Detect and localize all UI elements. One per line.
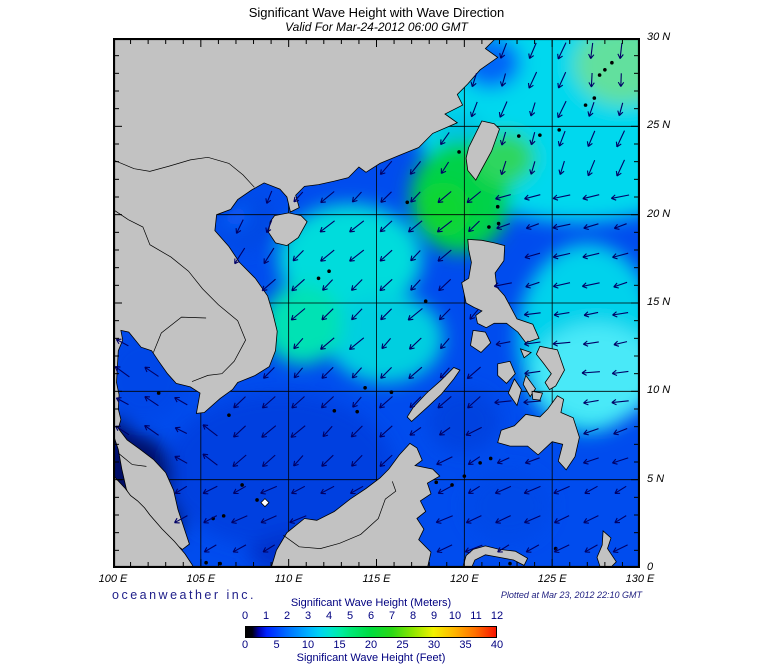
small-island — [597, 73, 602, 77]
feet-tick-label: 35 — [459, 639, 472, 651]
feet-tick-label: 20 — [364, 639, 378, 651]
small-island — [156, 391, 161, 395]
meters-tick-label: 0 — [241, 610, 249, 622]
small-island — [363, 386, 367, 390]
meters-tick-label: 5 — [346, 610, 354, 622]
small-island — [592, 96, 597, 100]
chart-title: Significant Wave Height with Wave Direct… — [248, 5, 505, 20]
latitude-tick-label: 0 — [647, 561, 654, 573]
meters-tick-label: 3 — [304, 610, 312, 622]
latitude-tick-label: 5 N — [647, 472, 665, 485]
meters-tick-label: 7 — [388, 610, 396, 622]
small-island — [218, 561, 222, 566]
small-island — [538, 133, 542, 137]
meters-tick-label: 1 — [262, 610, 270, 622]
longitude-tick-label: 120 E — [449, 573, 479, 585]
small-island — [434, 480, 439, 485]
small-island — [488, 456, 493, 461]
small-island — [255, 498, 259, 502]
feet-tick-label: 0 — [241, 639, 249, 651]
small-island — [450, 483, 454, 487]
meters-tick-label: 8 — [409, 610, 417, 622]
small-island — [221, 514, 226, 518]
small-island — [603, 68, 607, 72]
feet-tick-label: 10 — [301, 639, 315, 651]
small-island — [462, 474, 467, 478]
country-border — [283, 481, 397, 549]
latitude-tick-label: 30 N — [647, 31, 671, 43]
small-island — [405, 200, 410, 205]
small-island — [478, 461, 482, 465]
map-frame — [112, 37, 641, 569]
longitude-tick-label: 105 E — [186, 573, 216, 585]
oceanweather-brand-text: oceanweather inc. — [112, 588, 256, 602]
longitude-tick-label: 115 E — [362, 573, 391, 585]
wave-map — [112, 37, 641, 569]
country-border — [113, 156, 255, 188]
feet-tick-label: 40 — [490, 639, 504, 651]
country-border — [113, 209, 246, 382]
legend-title-meters: Significant Wave Height (Meters) — [290, 597, 452, 609]
latitude-tick-label: 20 N — [647, 207, 671, 220]
latitude-tick-label: 15 N — [647, 296, 671, 308]
small-island — [327, 269, 331, 273]
latitude-tick-label: 10 N — [647, 384, 671, 397]
diamond-marker — [260, 498, 270, 508]
colorbar-gradient — [245, 626, 497, 638]
longitude-tick-label: 125 E — [537, 573, 567, 585]
meters-tick-label: 6 — [367, 610, 375, 622]
feet-tick-label: 30 — [427, 639, 441, 651]
small-island — [495, 204, 500, 209]
small-island — [240, 483, 244, 487]
small-island — [583, 103, 588, 107]
wave-direction-arrows — [114, 42, 630, 554]
meters-tick-label: 9 — [430, 610, 438, 622]
landmass — [113, 38, 617, 568]
meters-tick-label: 4 — [325, 610, 333, 622]
feet-tick-label: 25 — [396, 639, 409, 651]
small-island — [204, 560, 208, 565]
meters-tick-label: 10 — [448, 610, 462, 622]
small-island — [355, 409, 359, 414]
longitude-tick-label: 130 E — [625, 573, 655, 585]
meters-tick-label: 11 — [470, 610, 482, 622]
map-plot-area — [112, 37, 641, 569]
small-island — [227, 413, 231, 417]
small-island — [389, 390, 394, 395]
plotted-timestamp: Plotted at Mar 23, 2012 22:10 GMT — [500, 590, 642, 600]
small-island — [557, 128, 561, 132]
small-island — [332, 408, 337, 413]
meters-tick-label: 2 — [283, 610, 291, 622]
feet-tick-label: 15 — [333, 639, 346, 651]
small-island — [487, 225, 491, 229]
country-border — [153, 316, 207, 353]
meters-tick-label: 12 — [490, 610, 504, 622]
small-island — [508, 561, 512, 566]
feet-tick-label: 5 — [273, 639, 280, 651]
legend-title-feet: Significant Wave Height (Feet) — [296, 652, 446, 664]
small-island — [516, 134, 521, 138]
chart-valid-time: Valid For Mar-24-2012 06:00 GMT — [285, 20, 468, 34]
small-island — [423, 299, 428, 304]
latitude-tick-label: 25 N — [647, 119, 671, 132]
small-island — [610, 60, 614, 65]
longitude-tick-label: 110 E — [274, 573, 303, 585]
longitude-tick-label: 100 E — [98, 573, 128, 585]
small-island — [316, 276, 321, 281]
country-border — [118, 452, 147, 467]
small-island — [457, 150, 461, 154]
